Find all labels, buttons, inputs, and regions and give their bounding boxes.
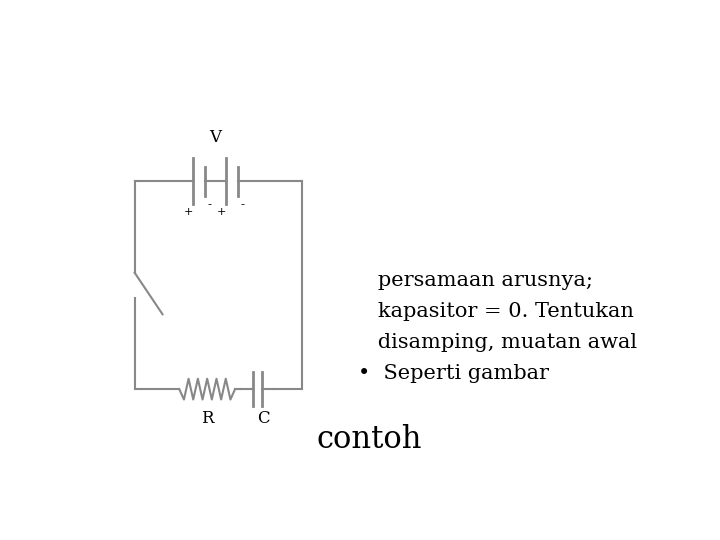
- Text: •  Seperti gambar: • Seperti gambar: [358, 364, 549, 383]
- Text: -: -: [207, 199, 212, 209]
- Text: V: V: [210, 129, 222, 146]
- Text: R: R: [201, 410, 213, 427]
- Text: C: C: [256, 410, 269, 427]
- Text: persamaan arusnya;: persamaan arusnya;: [358, 271, 593, 289]
- Text: kapasitor = 0. Tentukan: kapasitor = 0. Tentukan: [358, 302, 634, 321]
- Text: contoh: contoh: [316, 423, 422, 455]
- Text: disamping, muatan awal: disamping, muatan awal: [358, 333, 637, 352]
- Text: -: -: [241, 199, 245, 209]
- Text: +: +: [217, 207, 226, 218]
- Text: +: +: [184, 207, 193, 218]
